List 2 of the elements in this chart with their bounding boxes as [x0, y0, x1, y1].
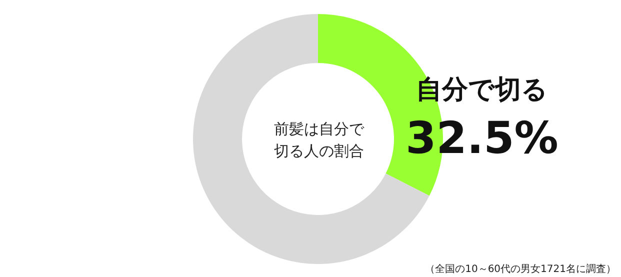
- text: 前髪は自分で切る人の割合: [273, 119, 366, 162]
- text: （全国の10～60代の男女1721名に調査）: [425, 263, 616, 275]
